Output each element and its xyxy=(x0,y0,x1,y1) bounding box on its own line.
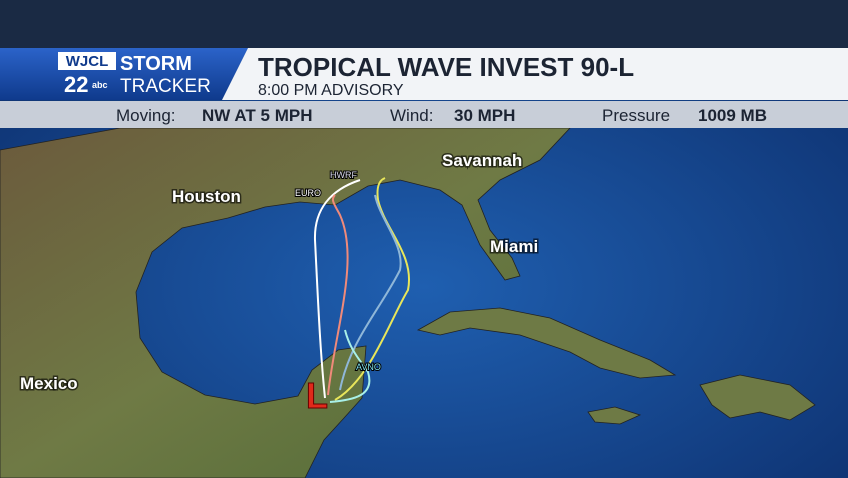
land-north-america xyxy=(0,127,571,478)
city-label: Mexico xyxy=(20,374,78,393)
brand-top: STORM xyxy=(120,53,192,75)
land-jamaica xyxy=(587,406,642,425)
land-cuba xyxy=(416,307,677,379)
moving-label: Moving: xyxy=(116,106,176,125)
land-hispaniola xyxy=(699,374,816,421)
moving-value: NW AT 5 MPH xyxy=(202,106,313,125)
model-label: AVNO xyxy=(356,362,381,372)
model-label: HWRF xyxy=(330,170,357,180)
track xyxy=(329,329,371,403)
logo-badge xyxy=(58,52,116,70)
track xyxy=(327,194,349,396)
sky xyxy=(0,0,848,48)
station-name: WJCL xyxy=(66,53,109,70)
pressure-label: Pressure xyxy=(602,106,670,125)
city-label: Houston xyxy=(172,187,241,206)
network: abc xyxy=(92,80,108,90)
city-label: Miami xyxy=(490,237,538,256)
title-panel xyxy=(222,48,848,100)
wind-value: 30 MPH xyxy=(454,106,515,125)
track xyxy=(339,194,402,391)
pressure-value: 1009 MB xyxy=(698,106,767,125)
model-label: EURO xyxy=(295,188,321,198)
wind-label: Wind: xyxy=(390,106,433,125)
title: TROPICAL WAVE INVEST 90-L xyxy=(258,52,634,82)
track xyxy=(334,177,411,401)
model-tracks xyxy=(313,177,411,403)
city-label: Savannah xyxy=(442,151,522,170)
track xyxy=(313,179,361,399)
info-bar xyxy=(0,101,848,128)
brand-bottom: TRACKER xyxy=(120,76,211,97)
channel-number: 22 xyxy=(64,72,88,97)
subtitle: 8:00 PM ADVISORY xyxy=(258,82,404,99)
low-marker: L xyxy=(306,375,328,416)
